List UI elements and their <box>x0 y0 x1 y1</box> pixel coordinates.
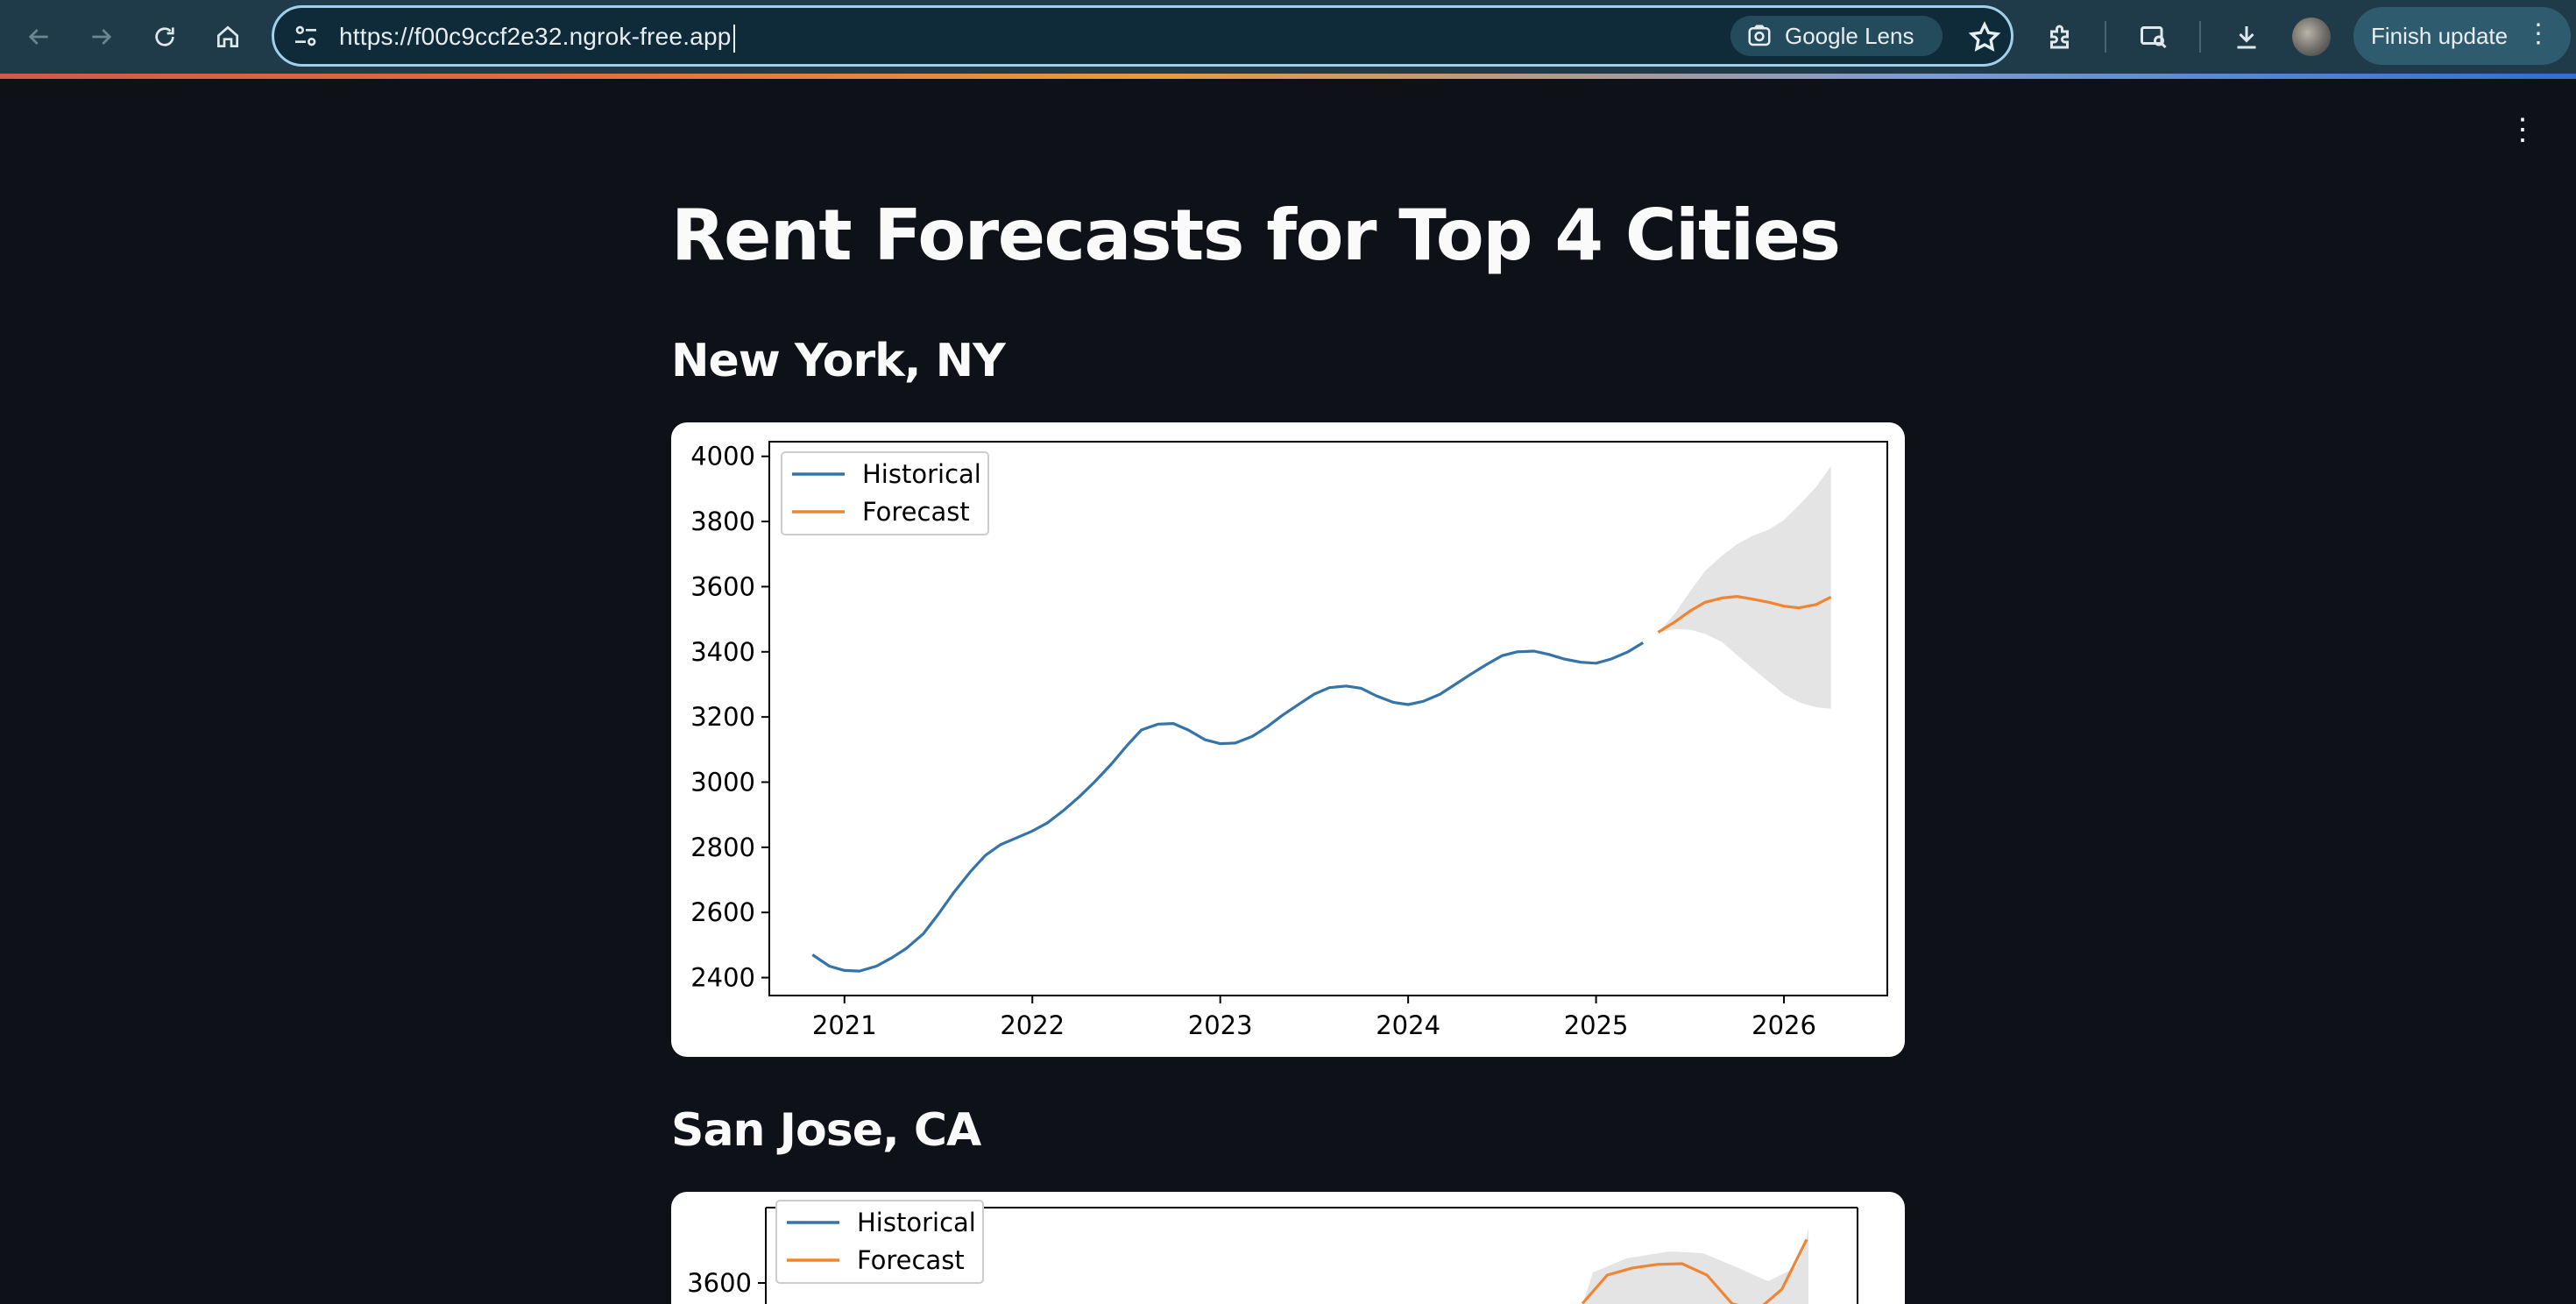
forward-arrow-icon[interactable] <box>81 16 123 58</box>
legend-label-historical: Historical <box>857 1208 976 1237</box>
chart-card-san-jose: 3600 Historical Forecast <box>671 1192 1905 1304</box>
profile-avatar[interactable] <box>2292 18 2331 56</box>
y-tick-label: 3400 <box>690 637 755 667</box>
legend-label-historical: Historical <box>862 459 981 489</box>
address-bar[interactable]: https://f00c9ccf2e32.ngrok-free.app Goog… <box>272 5 2013 67</box>
plot-frame <box>768 441 1888 996</box>
y-tick-label: 3000 <box>690 767 755 797</box>
y-tick-label: 3600 <box>687 1268 752 1298</box>
home-icon[interactable] <box>207 16 249 58</box>
chart-card-new-york: 2400 2600 2800 3000 3200 3400 3600 3800 4000 2021… <box>671 422 1905 1057</box>
site-settings-icon[interactable] <box>292 22 320 50</box>
rent-forecast-chart-new-york: 2400 2600 2800 3000 3200 3400 3600 3800 4000 2021… <box>690 441 1888 1040</box>
rent-forecast-chart-san-jose: 3600 Historical Forecast <box>687 1200 1858 1304</box>
finish-update-label: Finish update <box>2371 22 2509 49</box>
legend-label-forecast: Forecast <box>862 497 970 527</box>
y-tick-label: 3600 <box>690 571 755 601</box>
forecast-confidence-band <box>1582 1227 1808 1304</box>
x-tick-label: 2026 <box>1752 1010 1816 1040</box>
y-tick-label: 2400 <box>690 963 755 993</box>
y-tick-label: 2800 <box>690 833 755 862</box>
app-menu-kebab-icon[interactable]: ⋮ <box>2508 113 2537 146</box>
back-arrow-icon[interactable] <box>18 16 60 58</box>
forecast-series-line <box>1657 595 1832 634</box>
x-tick-label: 2022 <box>1000 1010 1065 1040</box>
y-tick-label: 4000 <box>690 442 755 471</box>
toolbar-divider <box>2105 21 2106 53</box>
bookmark-star-icon[interactable] <box>1967 20 2002 55</box>
finish-update-button[interactable]: Finish update ⋮ <box>2353 7 2571 65</box>
x-tick-label: 2025 <box>1564 1010 1629 1040</box>
more-vertical-icon: ⋮ <box>2525 19 2551 48</box>
extensions-icon[interactable] <box>2042 18 2080 56</box>
reload-icon[interactable] <box>144 16 186 58</box>
city-heading-san-jose: San Jose, CA <box>671 1104 981 1157</box>
forecast-confidence-band <box>1658 465 1831 709</box>
page-title: Rent Forecasts for Top 4 Cities <box>671 195 1841 276</box>
y-tick-label: 3800 <box>690 507 755 536</box>
google-lens-button[interactable]: Google Lens <box>1730 16 1943 56</box>
y-tick-label: 2600 <box>690 897 755 927</box>
google-lens-label: Google Lens <box>1785 22 1914 49</box>
x-tick-label: 2021 <box>812 1010 877 1040</box>
city-heading-new-york: New York, NY <box>671 335 1006 387</box>
x-tick-label: 2023 <box>1188 1010 1253 1040</box>
legend-label-forecast: Forecast <box>857 1245 965 1275</box>
download-icon[interactable] <box>2227 18 2266 56</box>
update-progress-line <box>0 74 2576 79</box>
toolbar-divider <box>2199 21 2201 53</box>
url-input[interactable]: https://f00c9ccf2e32.ngrok-free.app <box>339 23 735 53</box>
lens-icon <box>1748 25 1771 46</box>
browser-toolbar: https://f00c9ccf2e32.ngrok-free.app Goog… <box>0 0 2576 74</box>
x-tick-label: 2024 <box>1376 1010 1440 1040</box>
forecast-series-line <box>1581 1238 1808 1304</box>
tab-search-icon[interactable] <box>2134 18 2173 56</box>
y-tick-label: 3200 <box>690 702 755 732</box>
historical-series-line <box>811 641 1645 973</box>
